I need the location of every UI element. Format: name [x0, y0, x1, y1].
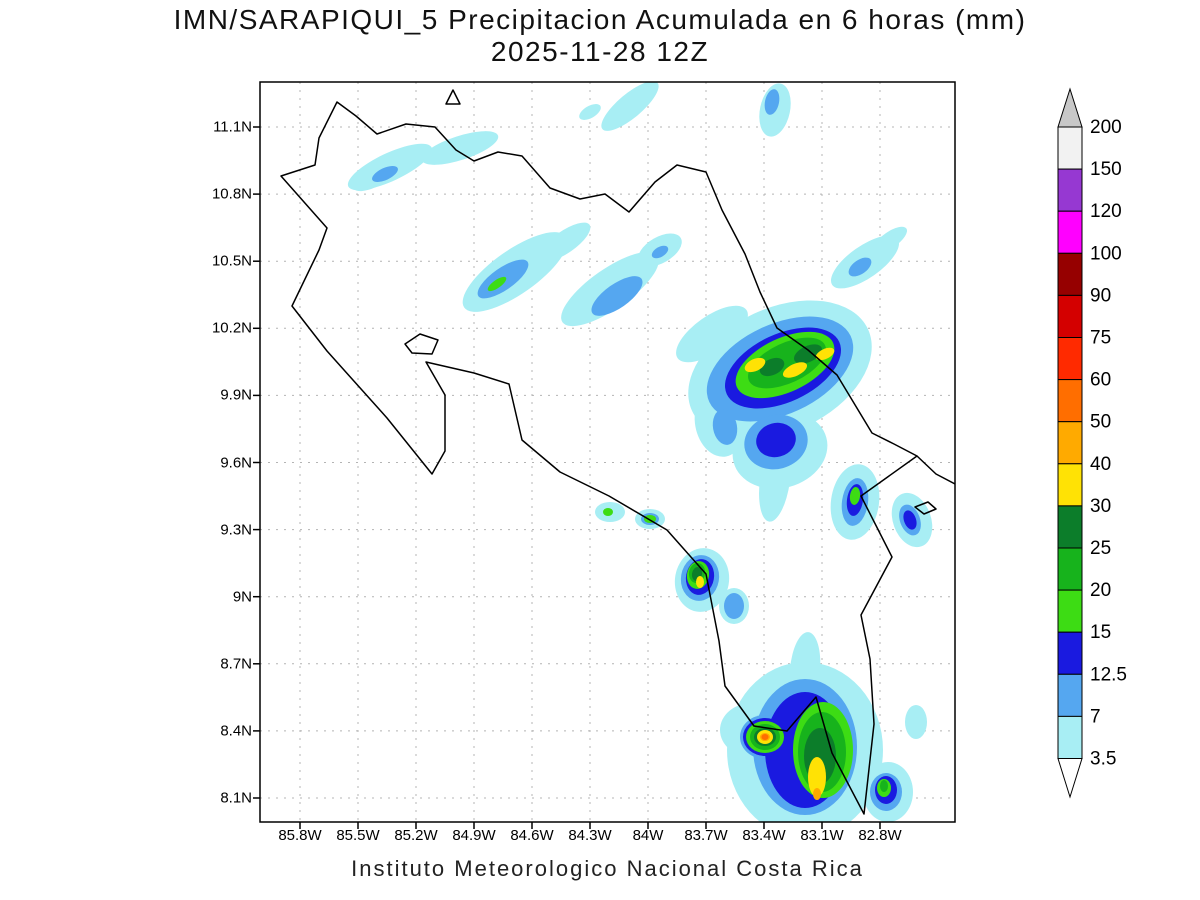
plot-frame — [259, 81, 956, 823]
x-tick-label: 83.4W — [742, 827, 786, 844]
gulf-islands-outline — [404, 333, 439, 355]
colorbar: 200 150 120 100 90 75 60 50 40 30 25 20 15 12.5 7 3.5 — [1057, 87, 1127, 799]
x-tick-label: 85.2W — [394, 827, 438, 844]
colorbar-segment — [1057, 631, 1083, 675]
colorbar-label: 120 — [1090, 201, 1122, 222]
colorbar-label: 50 — [1090, 412, 1111, 433]
footer-credit: Instituto Meteorologico Nacional Costa R… — [351, 856, 864, 881]
colorbar-label: 100 — [1090, 243, 1122, 264]
colorbar-label: 200 — [1090, 117, 1122, 138]
colorbar-label: 40 — [1090, 454, 1111, 475]
colorbar-segment — [1057, 126, 1083, 170]
colorbar-segment — [1057, 294, 1083, 338]
x-tick-label: 84.9W — [452, 827, 496, 844]
colorbar-label: 75 — [1090, 328, 1111, 349]
y-tick-label: 11.1N — [213, 118, 252, 136]
colorbar-segment — [1057, 505, 1083, 549]
x-tick-label: 83.1W — [800, 827, 844, 844]
x-tick-label: 84.3W — [568, 827, 612, 844]
colorbar-label: 30 — [1090, 496, 1111, 517]
axis-tick-marks — [253, 126, 881, 829]
lake-island-outline — [445, 89, 461, 105]
bocas-islands-outline — [914, 501, 937, 515]
colorbar-segment — [1057, 715, 1083, 760]
colorbar-arrow-top — [1057, 87, 1083, 128]
colorbar-segment — [1057, 252, 1083, 296]
colorbar-segment — [1057, 168, 1083, 212]
y-tick-label: 8.7N — [220, 655, 252, 673]
y-tick-label: 8.1N — [220, 789, 252, 807]
colorbar-segment — [1057, 379, 1083, 423]
y-tick-label: 9.6N — [220, 454, 252, 471]
map-plot — [253, 81, 956, 829]
y-tick-label: 10.2N — [211, 319, 252, 337]
colorbar-label: 15 — [1090, 622, 1111, 643]
x-tick-label: 83.7W — [684, 827, 728, 844]
colorbar-label: 25 — [1090, 538, 1111, 559]
colorbar-arrow-bottom — [1057, 758, 1083, 799]
coastline — [280, 89, 955, 815]
page-subtitle-datetime: 2025-11-28 12Z — [490, 36, 710, 67]
y-tick-label: 9N — [232, 588, 252, 606]
colorbar-label: 90 — [1090, 285, 1111, 306]
colorbar-label: 60 — [1090, 370, 1111, 391]
x-tick-label: 84W — [632, 827, 664, 844]
colorbar-label: 3.5 — [1090, 749, 1116, 770]
colorbar-label: 12.5 — [1090, 664, 1127, 685]
x-tick-label: 82.8W — [858, 827, 902, 844]
colorbar-segment — [1057, 547, 1083, 591]
colorbar-segment — [1057, 210, 1083, 254]
colorbar-segment — [1057, 421, 1083, 465]
colorbar-segment — [1057, 337, 1083, 381]
colorbar-segment — [1057, 673, 1083, 717]
x-tick-label: 84.6W — [510, 827, 554, 844]
y-tick-label: 9.9N — [220, 386, 252, 404]
colorbar-label: 7 — [1090, 706, 1101, 727]
precip-level-7-12p5 — [372, 89, 921, 815]
y-tick-label: 10.5N — [211, 252, 252, 270]
colorbar-label: 150 — [1090, 159, 1122, 180]
precip-level-50-60 — [761, 734, 769, 740]
y-tick-label: 8.4N — [220, 722, 252, 740]
y-tick-label: 10.8N — [211, 185, 252, 203]
page-title: IMN/SARAPIQUI_5 Precipitacion Acumulada … — [173, 4, 1027, 35]
x-tick-label: 85.5W — [336, 827, 380, 844]
colorbar-segment — [1057, 589, 1083, 633]
precip-level-30-40 — [696, 347, 835, 797]
colorbar-segment — [1057, 463, 1083, 507]
y-tick-label: 9.3N — [220, 521, 252, 539]
colorbar-label: 20 — [1090, 580, 1111, 601]
x-tick-label: 85.8W — [278, 827, 322, 844]
